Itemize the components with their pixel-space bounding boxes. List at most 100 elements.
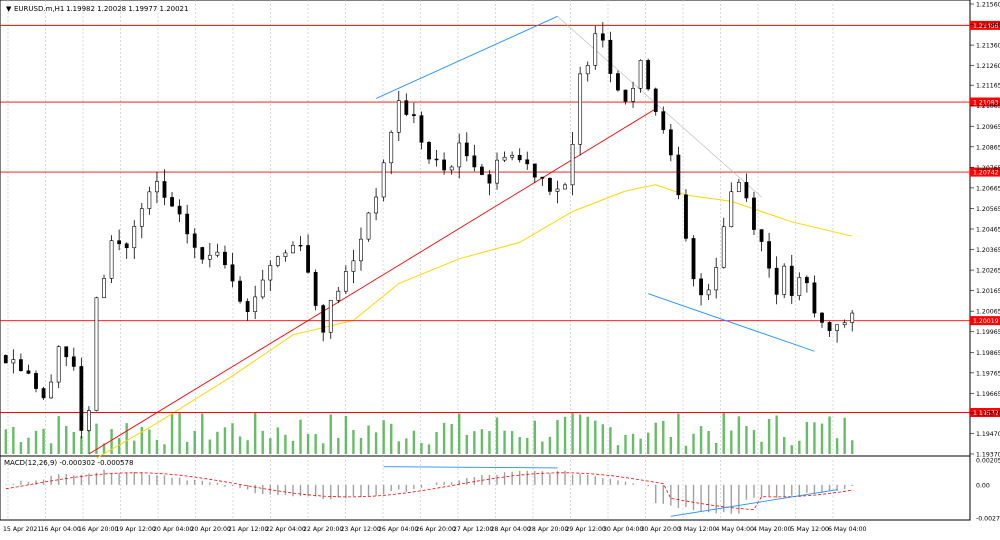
- volume-bar: [714, 442, 718, 454]
- candle-up: [87, 410, 91, 431]
- candle-down: [185, 213, 190, 235]
- candle-up: [291, 244, 295, 254]
- horizontal-levels: 1.21456 1.21083 1.20742 1.20019 1.19572: [0, 20, 1000, 417]
- candle-up: [736, 182, 741, 193]
- volume-bar: [798, 440, 801, 454]
- volume-bar: [654, 422, 657, 454]
- price-tick-label: 1.20865: [976, 144, 1000, 151]
- candle-up: [389, 131, 394, 164]
- level-label-bg: [970, 167, 1000, 177]
- volume-bar: [518, 437, 521, 454]
- volume-bar: [646, 432, 650, 454]
- volume-bar: [616, 445, 620, 454]
- trend-channel-upper: [375, 15, 558, 99]
- candle-up: [729, 191, 734, 228]
- volume-bar: [609, 427, 612, 454]
- symbol-dropdown-icon[interactable]: ▼: [6, 5, 12, 13]
- time-tick-label: 4 May 20:00: [753, 526, 792, 533]
- price-tick-label: 1.21065: [976, 103, 1000, 110]
- candle-up: [555, 188, 560, 192]
- volume-bar: [405, 438, 408, 454]
- candle-down: [79, 366, 84, 431]
- volume-bar: [201, 413, 204, 454]
- volume-bar: [57, 416, 60, 454]
- candle-down: [124, 243, 129, 249]
- candle-up: [721, 226, 726, 268]
- volume-bar: [382, 420, 385, 454]
- candle-up: [638, 60, 643, 89]
- price-tick-label: 1.20165: [976, 288, 1000, 295]
- candle-up: [797, 277, 802, 296]
- candle-down: [3, 355, 8, 364]
- candle-down: [117, 240, 122, 245]
- volume-bar: [117, 438, 121, 454]
- volume-bar: [321, 443, 325, 454]
- volume-bar: [624, 434, 627, 454]
- volume-bar: [397, 441, 400, 454]
- price-tick-label: 1.19370: [976, 452, 1000, 459]
- candle-down: [517, 155, 522, 161]
- price-tick-label: 1.20465: [976, 227, 1000, 234]
- volume-bar: [813, 422, 816, 454]
- candle-up: [396, 100, 401, 133]
- candle-up: [253, 296, 258, 312]
- candle-down: [472, 155, 477, 168]
- candle-down: [177, 205, 182, 215]
- ma-line: [96, 184, 853, 459]
- candle-up: [336, 290, 341, 301]
- volume-bar: [631, 433, 635, 454]
- volume-bar: [420, 442, 423, 454]
- time-tick-label: 6 May 04:00: [828, 526, 867, 533]
- volume-bar: [163, 444, 166, 454]
- candle-down: [608, 39, 613, 74]
- time-tick-label: 3 May 12:00: [678, 526, 717, 533]
- volume-bar: [556, 419, 559, 454]
- volume-bar: [495, 417, 499, 454]
- macd-tick-label: 0.002056: [976, 458, 1000, 465]
- candle-up: [714, 267, 719, 291]
- candle-up: [275, 256, 280, 266]
- candle-down: [699, 278, 703, 296]
- candle-up: [207, 254, 212, 260]
- candle-up: [570, 143, 575, 186]
- candle-down: [774, 267, 779, 295]
- time-tick-label: 28 Apr 20:00: [528, 526, 568, 533]
- candle-up: [457, 142, 462, 168]
- time-tick-label: 22 Apr 20:00: [303, 526, 343, 533]
- time-tick-label: 20 Apr 20:00: [191, 526, 231, 533]
- level-label: 1.21456: [973, 23, 999, 30]
- volume-bar: [541, 441, 544, 454]
- candle-down: [744, 182, 749, 199]
- candle-down: [411, 114, 416, 116]
- volume-bar: [669, 436, 673, 454]
- time-tick-label: 20 Apr 04:00: [153, 526, 193, 533]
- volume-bar: [314, 434, 317, 454]
- candle-down: [827, 322, 832, 331]
- candle-up: [585, 65, 590, 75]
- price-tick-label: 1.19765: [976, 370, 1000, 377]
- candle-down: [230, 264, 235, 282]
- candles: [3, 22, 855, 439]
- volume-bar: [526, 437, 529, 454]
- candle-down: [404, 100, 409, 115]
- volume-bar: [329, 414, 332, 454]
- volume-bar: [231, 423, 234, 454]
- level-label: 1.19572: [973, 410, 999, 417]
- price-tick-label: 1.21460: [976, 22, 1000, 29]
- candle-up: [374, 196, 378, 214]
- volume-bar: [125, 423, 128, 454]
- volume-bar: [684, 445, 688, 454]
- trend-line-grey: [557, 16, 762, 198]
- candle-up: [593, 33, 598, 66]
- price-tick-label: 1.20665: [976, 185, 1000, 192]
- macd-tick-label: -0.002743: [976, 516, 1000, 523]
- time-tick-label: 30 Apr 04:00: [603, 526, 643, 533]
- candle-up: [842, 322, 847, 326]
- candle-down: [759, 229, 764, 242]
- candle-down: [789, 265, 794, 296]
- candle-up: [449, 166, 454, 171]
- candle-down: [691, 238, 696, 280]
- volume-bar: [458, 413, 461, 454]
- price-tick-label: 1.20765: [976, 165, 1000, 172]
- volume-bar: [548, 436, 552, 454]
